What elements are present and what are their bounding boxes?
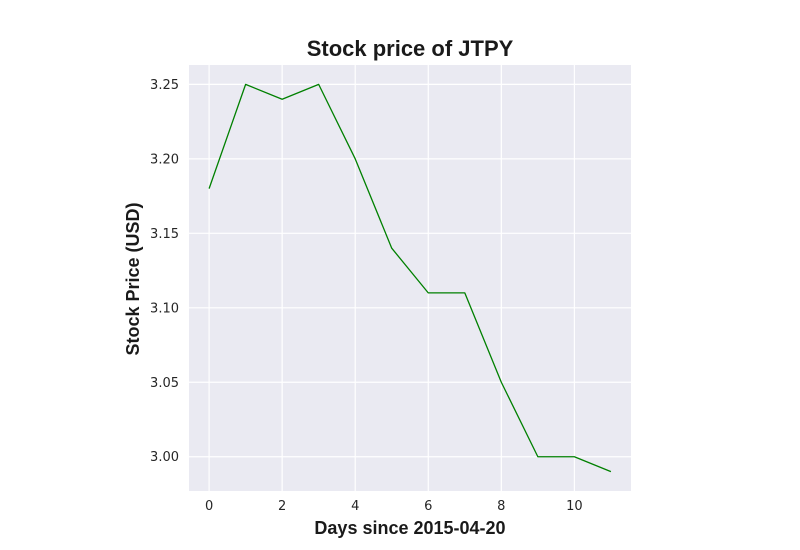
grid-lines — [189, 65, 631, 491]
x-tick-label: 0 — [205, 499, 213, 514]
x-tick-label: 10 — [566, 499, 583, 514]
y-tick-label: 3.10 — [150, 301, 179, 316]
x-tick-label: 6 — [424, 499, 432, 514]
y-axis-label: Stock Price (USD) — [123, 202, 143, 355]
series-line — [208, 83, 612, 473]
y-tick-label: 3.00 — [150, 450, 179, 465]
x-tick-label: 2 — [278, 499, 286, 514]
y-tick-label: 3.05 — [150, 376, 179, 391]
y-tick-label: 3.25 — [150, 78, 179, 93]
x-axis-label: Days since 2015-04-20 — [314, 518, 505, 538]
x-tick-label: 4 — [351, 499, 359, 514]
y-tick-label: 3.15 — [150, 227, 179, 242]
y-tick-label: 3.20 — [150, 152, 179, 167]
plot-area — [189, 65, 631, 491]
x-axis-ticks: 0 2 4 6 8 10 — [205, 499, 583, 514]
chart-title: Stock price of JTPY — [307, 36, 514, 61]
y-axis-ticks: 3.00 3.05 3.10 3.15 3.20 3.25 — [150, 78, 179, 465]
x-tick-label: 8 — [497, 499, 505, 514]
